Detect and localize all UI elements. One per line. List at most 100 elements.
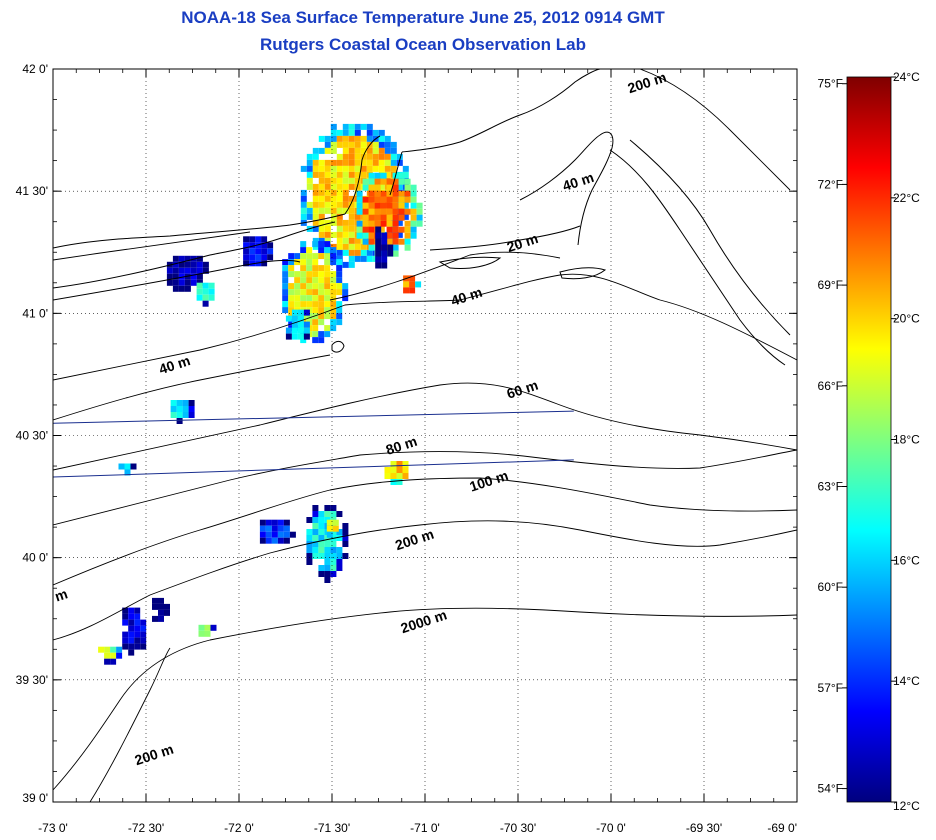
isobath-label: 100 m	[467, 467, 510, 494]
sst-pixel	[324, 547, 331, 553]
isobath-label: 60 m	[505, 377, 540, 402]
sst-pixel	[386, 190, 393, 197]
sst-pixel	[312, 201, 319, 208]
sst-pixel	[362, 202, 369, 209]
sst-pixel	[324, 159, 331, 166]
sst-pixel	[375, 232, 382, 239]
sst-pixel	[134, 643, 141, 650]
sst-pixel	[306, 201, 313, 208]
sst-pixel	[300, 247, 307, 254]
sst-pixel	[134, 613, 141, 620]
sst-pixel	[372, 165, 379, 172]
sst-pixel	[378, 141, 385, 148]
sst-pixel	[330, 247, 337, 254]
sst-pixel	[360, 171, 367, 178]
sst-pixel	[122, 637, 129, 644]
isobath-2000m	[53, 607, 797, 791]
sst-pixel	[396, 461, 403, 467]
sst-pixel	[312, 171, 319, 178]
sst-pixel	[140, 631, 147, 638]
sst-pixel	[312, 153, 319, 160]
sst-pixel	[375, 256, 382, 263]
sst-pixel	[362, 208, 369, 215]
sst-pixel	[196, 294, 203, 301]
sst-pixel	[318, 195, 325, 202]
sst-pixel	[360, 147, 367, 154]
sst-pixel	[267, 242, 274, 249]
sst-pixel	[404, 226, 411, 233]
sst-pixel	[384, 171, 391, 178]
sst-pixel	[122, 643, 129, 650]
sst-pixel	[398, 238, 405, 245]
sst-pixel	[330, 277, 337, 284]
sst-pixel	[282, 301, 289, 308]
sst-pixel	[378, 135, 385, 142]
sst-pixel	[332, 525, 339, 532]
sst-pixel	[306, 153, 313, 160]
celsius-tick-label: 24°C	[893, 70, 920, 84]
sst-pixel	[297, 321, 304, 328]
sst-pixel	[306, 271, 313, 278]
sst-pixel	[312, 283, 319, 290]
isobath-label: 40 m	[157, 352, 192, 377]
sst-pixel	[390, 461, 397, 467]
sst-pixel	[312, 165, 319, 172]
sst-pixel	[318, 177, 325, 184]
sst-pixel	[291, 315, 298, 322]
sst-pixel	[380, 220, 387, 227]
sst-pixel	[324, 171, 331, 178]
temperature-colorbar: 12°C 14°C 16°C 18°C 20°C 22°C 24°C 54°F 57°F 60°F…	[818, 70, 921, 813]
sst-pixel	[271, 537, 278, 544]
isobath-40m-west	[53, 354, 331, 421]
sst-pixel	[360, 243, 367, 250]
sst-pixel	[360, 255, 367, 262]
sst-pixel	[318, 331, 325, 338]
sst-pixel	[342, 207, 349, 214]
sst-pixel	[386, 202, 393, 209]
sst-pixel	[324, 189, 331, 196]
sst-pixel	[288, 283, 295, 290]
sst-pixel	[336, 249, 343, 256]
sst-pixel	[306, 553, 313, 559]
sst-pixel	[324, 331, 331, 338]
sst-pixel	[124, 463, 131, 470]
sst-pixel	[342, 529, 349, 535]
sst-pixel	[402, 473, 409, 479]
sst-pixel	[348, 141, 355, 148]
sst-pixel	[134, 619, 141, 626]
sst-pixel	[98, 646, 105, 653]
sst-pixel	[184, 261, 191, 268]
sst-pixel	[243, 260, 250, 267]
sst-pixel	[324, 241, 331, 248]
sst-pixel	[384, 165, 391, 172]
sst-pixel	[312, 265, 319, 272]
sst-pixel	[249, 260, 256, 267]
sst-pixel	[324, 265, 331, 272]
sst-pixel	[330, 307, 337, 314]
sst-pixel	[348, 231, 355, 238]
sst-pixel	[336, 141, 343, 148]
sst-pixel	[390, 467, 397, 473]
sst-pixel	[128, 607, 135, 614]
sst-pixel	[255, 236, 262, 243]
sst-pixel	[312, 541, 319, 547]
sst-pixel	[318, 307, 325, 314]
sst-pixel	[158, 615, 164, 622]
sst-pixel	[404, 208, 411, 215]
sst-pixel	[255, 254, 262, 261]
sst-pixel	[306, 547, 313, 553]
sst-pixel	[398, 202, 405, 209]
sst-patch	[259, 519, 296, 544]
sst-pixel	[297, 327, 304, 334]
sst-pixel	[104, 658, 111, 665]
sst-pixel	[134, 637, 141, 644]
sst-pixel	[184, 273, 191, 280]
sst-pixel	[368, 226, 375, 233]
sst-pixel	[354, 249, 361, 256]
sst-patch	[285, 309, 310, 340]
sst-pixel	[318, 547, 325, 553]
sst-pixel	[196, 261, 203, 268]
satellite-track-line	[53, 459, 574, 478]
sst-pixel	[271, 525, 278, 532]
sst-pixel	[324, 271, 331, 278]
